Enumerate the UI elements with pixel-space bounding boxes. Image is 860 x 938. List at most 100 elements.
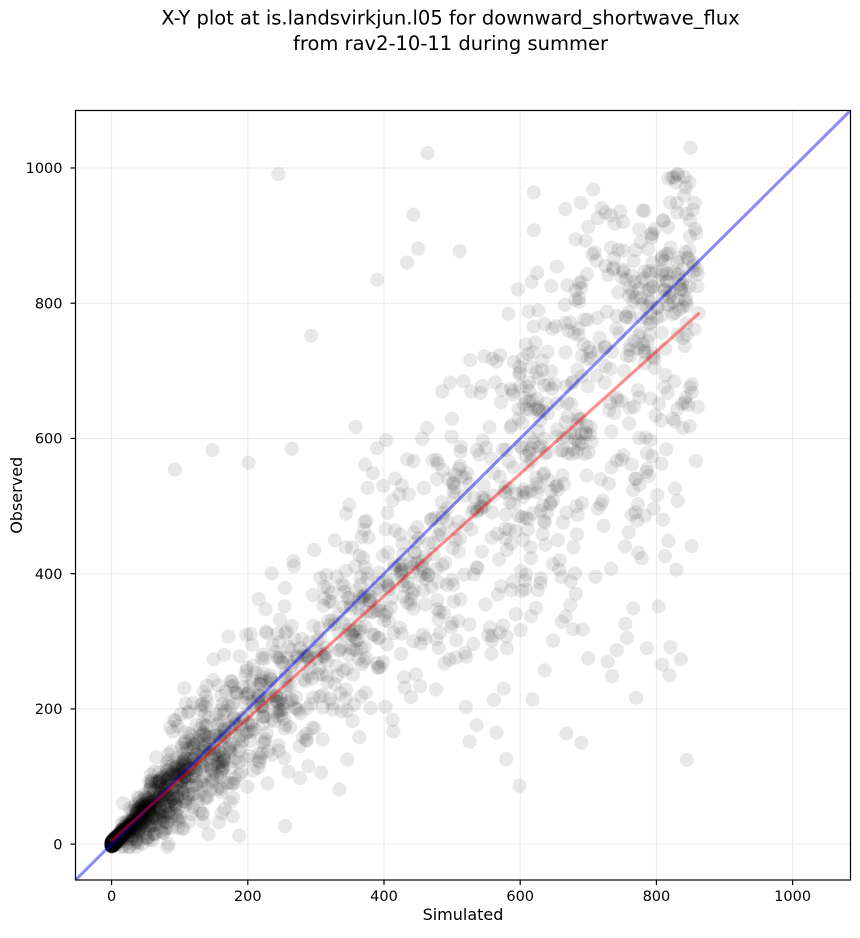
scatter-point	[108, 833, 123, 848]
scatter-point	[148, 793, 164, 808]
scatter-point	[108, 833, 123, 848]
scatter-point	[122, 839, 137, 854]
scatter-point	[108, 829, 123, 844]
scatter-point	[545, 633, 561, 648]
scatter-point	[327, 533, 342, 548]
scatter-point	[299, 726, 314, 741]
scatter-point	[104, 837, 120, 853]
scatter-point	[159, 820, 174, 836]
scatter-point	[107, 834, 122, 850]
scatter-point	[104, 836, 120, 851]
scatter-point	[406, 454, 421, 469]
scatter-point	[108, 833, 123, 848]
scatter-point	[105, 837, 120, 853]
scatter-point	[158, 780, 173, 796]
scatter-point	[112, 827, 127, 843]
scatter-point	[162, 776, 177, 792]
scatter-point	[105, 836, 120, 851]
scatter-point	[575, 622, 590, 637]
scatter-point	[105, 838, 120, 853]
scatter-point	[106, 832, 121, 847]
scatter-point	[105, 834, 120, 850]
scatter-point	[639, 641, 655, 656]
scatter-point	[110, 833, 125, 848]
scatter-point	[105, 834, 120, 850]
scatter-point	[161, 753, 176, 768]
scatter-point	[105, 834, 121, 849]
scatter-point	[309, 633, 325, 648]
scatter-point	[109, 831, 125, 846]
scatter-point	[110, 830, 125, 845]
scatter-point	[107, 834, 122, 849]
scatter-point	[105, 836, 120, 851]
scatter-point	[111, 830, 127, 845]
scatter-point	[104, 839, 119, 854]
scatter-point	[159, 797, 174, 812]
scatter-point	[128, 814, 144, 829]
scatter-point	[104, 836, 120, 851]
scatter-point	[114, 822, 129, 837]
scatter-point	[107, 834, 122, 849]
scatter-point	[105, 834, 120, 849]
scatter-point	[105, 836, 120, 851]
scatter-point	[105, 834, 120, 850]
scatter-point	[105, 834, 120, 849]
scatter-point	[106, 834, 121, 849]
scatter-point	[172, 783, 187, 798]
scatter-point	[138, 798, 153, 813]
scatter-point	[104, 836, 119, 852]
scatter-point	[257, 734, 272, 749]
scatter-point	[108, 833, 123, 848]
scatter-point	[106, 836, 121, 851]
scatter-point	[175, 781, 190, 797]
scatter-point	[161, 805, 176, 820]
scatter-point	[657, 549, 673, 564]
scatter-point	[176, 763, 191, 778]
scatter-point	[151, 792, 166, 808]
scatter-point	[106, 834, 122, 849]
scatter-point	[135, 836, 150, 851]
scatter-point	[107, 836, 122, 851]
scatter-point	[108, 832, 123, 847]
scatter-point	[147, 783, 162, 799]
scatter-point	[110, 833, 125, 848]
scatter-point	[258, 731, 273, 746]
scatter-point	[109, 829, 124, 845]
scatter-point	[512, 778, 527, 793]
scatter-point	[168, 713, 183, 728]
scatter-point	[110, 828, 125, 843]
scatter-point	[184, 807, 200, 822]
scatter-point	[107, 832, 122, 848]
scatter-point	[105, 835, 121, 851]
scatter-point	[459, 649, 474, 664]
scatter-point	[621, 525, 636, 540]
scatter-point	[518, 582, 533, 597]
scatter-point	[107, 835, 122, 850]
scatter-point	[223, 760, 238, 776]
scatter-point	[132, 805, 147, 820]
scatter-point	[342, 497, 357, 512]
scatter-point	[137, 786, 152, 802]
scatter-point	[144, 773, 159, 788]
scatter-point	[104, 838, 120, 853]
scatter-point	[630, 513, 645, 528]
scatter-point	[142, 821, 157, 837]
scatter-point	[107, 835, 122, 850]
scatter-point	[359, 651, 374, 666]
scatter-point	[464, 522, 479, 537]
scatter-point	[104, 835, 120, 850]
scatter-point	[108, 834, 123, 849]
scatter-point	[147, 764, 162, 779]
scatter-point	[160, 839, 175, 854]
scatter-point	[104, 835, 119, 850]
scatter-point	[107, 831, 122, 847]
scatter-point	[107, 837, 122, 852]
scatter-point	[143, 780, 159, 795]
scatter-point	[307, 721, 322, 736]
scatter-point	[106, 836, 121, 851]
scatter-point	[106, 834, 121, 849]
scatter-point	[568, 232, 583, 247]
scatter-point	[104, 836, 119, 852]
scatter-point	[211, 815, 227, 830]
scatter-point	[147, 808, 162, 823]
